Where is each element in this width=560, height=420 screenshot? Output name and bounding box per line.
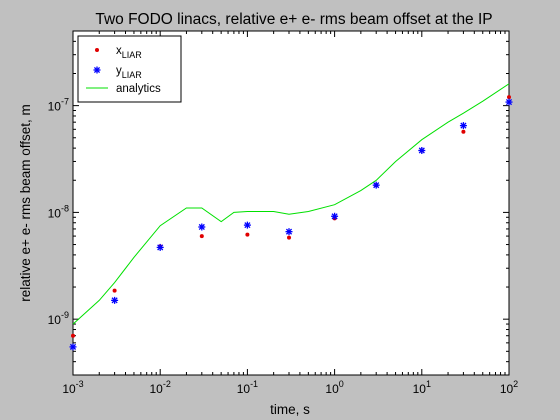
x-tick-label: 101 bbox=[413, 379, 431, 396]
point-x-liar bbox=[507, 95, 511, 100]
point-x-liar bbox=[199, 234, 204, 239]
x-tick-label: 10-3 bbox=[62, 379, 83, 396]
point-y-liar bbox=[505, 98, 513, 106]
point-y-liar bbox=[331, 212, 339, 220]
chart-title: Two FODO linacs, relative e+ e- rms beam… bbox=[95, 11, 492, 28]
point-y-liar bbox=[198, 223, 206, 231]
y-tick-label: 10-8 bbox=[48, 203, 69, 220]
point-x-liar bbox=[287, 235, 292, 240]
point-x-liar bbox=[461, 129, 466, 134]
y-tick-labels: 10-9 10-8 10-7 bbox=[48, 97, 69, 328]
series-layer bbox=[69, 83, 513, 351]
point-y-liar bbox=[285, 228, 293, 236]
point-y-liar bbox=[459, 122, 467, 130]
point-x-liar bbox=[71, 333, 75, 338]
legend: xLIAR yLIAR analytics bbox=[77, 35, 182, 103]
point-y-liar bbox=[243, 221, 251, 229]
legend-label: analytics bbox=[116, 83, 161, 95]
legend-marker-x-liar bbox=[95, 48, 99, 52]
x-tick-label: 10-1 bbox=[237, 379, 258, 396]
point-y-liar bbox=[69, 343, 77, 351]
legend-label: yLIAR bbox=[116, 65, 142, 80]
x-tick-label: 100 bbox=[325, 379, 343, 396]
point-y-liar bbox=[156, 243, 164, 251]
series-line-analytics bbox=[72, 83, 510, 325]
axis-ticks bbox=[72, 30, 509, 376]
point-y-liar bbox=[372, 181, 380, 189]
legend-label: xLIAR bbox=[116, 45, 142, 60]
x-axis-label: time, s bbox=[270, 402, 310, 417]
x-tick-label: 10-2 bbox=[150, 379, 171, 396]
point-x-liar bbox=[112, 288, 117, 293]
x-tick-label: 102 bbox=[500, 379, 518, 396]
point-y-liar bbox=[418, 146, 426, 154]
y-tick-label: 10-9 bbox=[48, 310, 69, 327]
point-y-liar bbox=[111, 296, 119, 304]
y-tick-label: 10-7 bbox=[48, 97, 69, 114]
x-tick-labels: 10-3 10-2 10-1 100 101 102 bbox=[62, 379, 518, 396]
y-axis-label: relative e+ e- rms beam offset, m bbox=[18, 104, 33, 301]
point-x-liar bbox=[245, 232, 250, 237]
legend-marker-y-liar bbox=[93, 66, 101, 74]
